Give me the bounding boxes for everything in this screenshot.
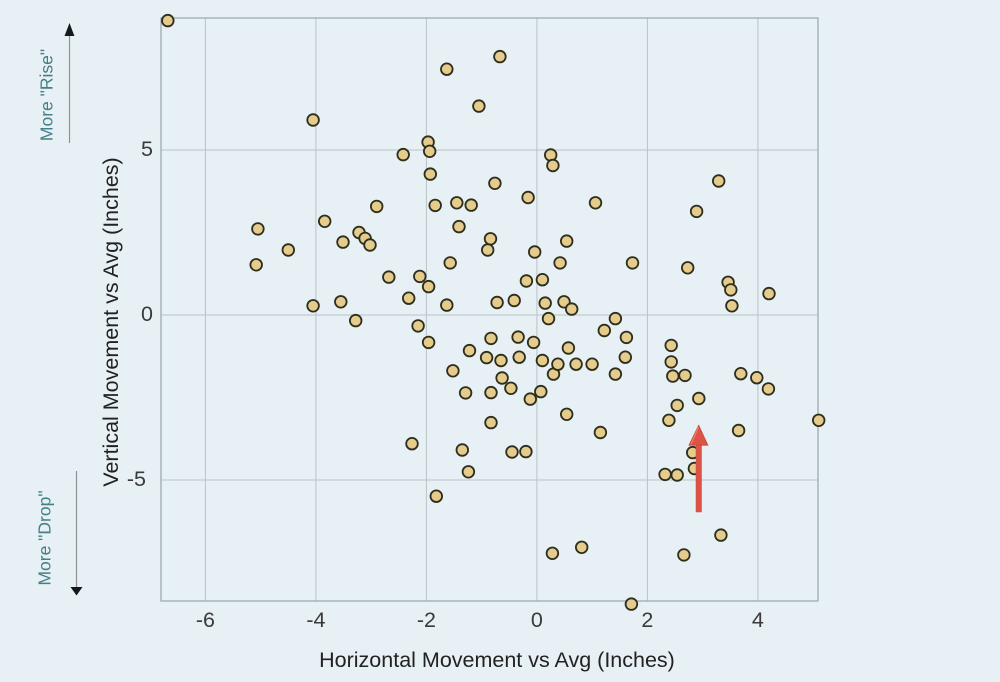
svg-text:-6: -6 xyxy=(196,608,215,632)
svg-text:-4: -4 xyxy=(306,608,325,632)
svg-text:-2: -2 xyxy=(417,608,436,632)
svg-text:More "Drop": More "Drop" xyxy=(34,490,54,585)
svg-text:2: 2 xyxy=(641,608,653,632)
svg-text:0: 0 xyxy=(141,302,153,326)
svg-text:More "Rise": More "Rise" xyxy=(37,49,57,141)
svg-text:4: 4 xyxy=(752,608,764,632)
svg-text:-5: -5 xyxy=(127,467,146,491)
svg-text:0: 0 xyxy=(531,608,543,632)
svg-text:5: 5 xyxy=(141,137,153,161)
svg-text:Horizontal Movement vs Avg (In: Horizontal Movement vs Avg (Inches) xyxy=(319,648,675,672)
svg-text:Vertical Movement vs Avg (Inch: Vertical Movement vs Avg (Inches) xyxy=(99,157,123,486)
